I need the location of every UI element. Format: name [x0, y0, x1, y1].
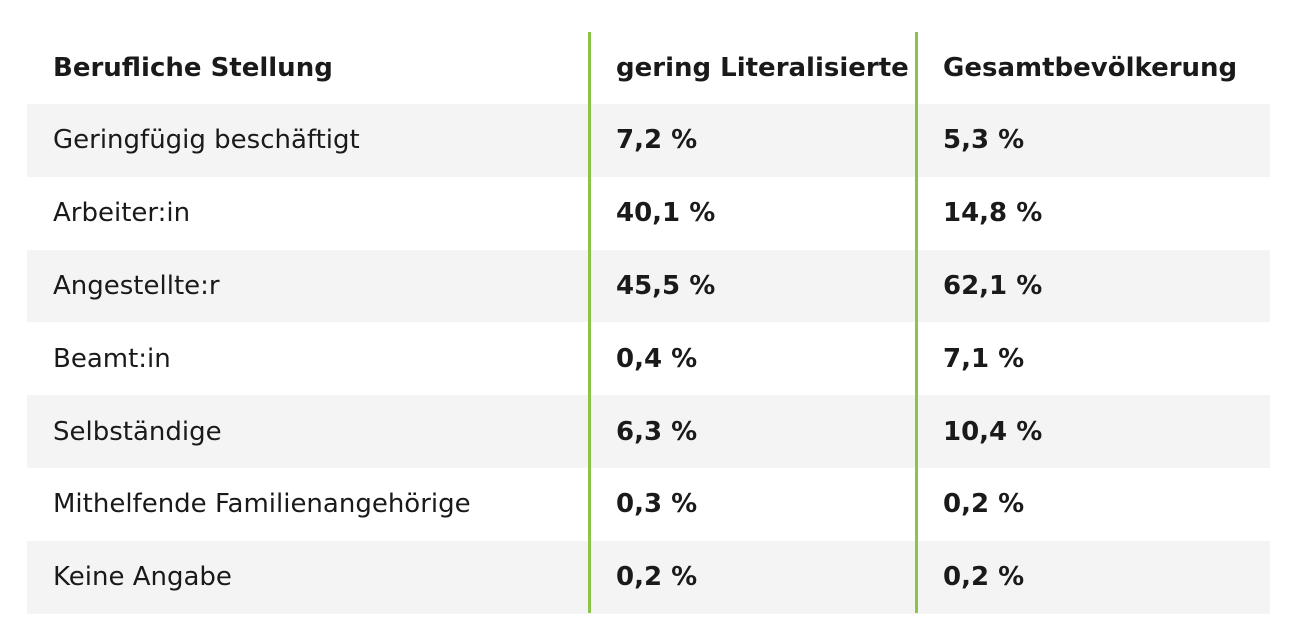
value-gering-literalisierte: 6,3 %	[616, 416, 698, 447]
value-gering-literalisierte: 0,3 %	[616, 489, 698, 520]
column-divider-1	[588, 32, 591, 613]
value-gering-literalisierte: 0,4 %	[616, 343, 698, 374]
value-gering-literalisierte: 40,1 %	[616, 198, 716, 229]
table-row: Selbständige 6,3 % 10,4 %	[27, 395, 1270, 468]
row-label: Geringfügig beschäftigt	[53, 125, 360, 156]
row-label: Mithelfende Familienangehörige	[53, 489, 471, 520]
row-label: Angestellte:r	[53, 270, 220, 301]
table-header-row: Berufliche Stellung gering Literalisiert…	[27, 32, 1270, 104]
value-gesamtbevoelkerung: 62,1 %	[943, 270, 1043, 301]
row-label: Beamt:in	[53, 343, 171, 374]
row-label: Arbeiter:in	[53, 198, 191, 229]
data-table: Berufliche Stellung gering Literalisiert…	[27, 32, 1270, 614]
value-gesamtbevoelkerung: 0,2 %	[943, 489, 1025, 520]
header-gering-literalisierte: gering Literalisierte	[616, 53, 909, 83]
table-row: Keine Angabe 0,2 % 0,2 %	[27, 540, 1270, 614]
value-gesamtbevoelkerung: 5,3 %	[943, 125, 1025, 156]
header-gesamtbevoelkerung: Gesamtbevölkerung	[943, 53, 1238, 83]
row-label: Keine Angabe	[53, 562, 232, 593]
table-row: Angestellte:r 45,5 % 62,1 %	[27, 249, 1270, 323]
value-gesamtbevoelkerung: 0,2 %	[943, 562, 1025, 593]
value-gesamtbevoelkerung: 7,1 %	[943, 343, 1025, 374]
column-divider-2	[915, 32, 918, 613]
value-gering-literalisierte: 45,5 %	[616, 270, 716, 301]
value-gering-literalisierte: 7,2 %	[616, 125, 698, 156]
table-row: Mithelfende Familienangehörige 0,3 % 0,2…	[27, 468, 1270, 541]
table-row: Beamt:in 0,4 % 7,1 %	[27, 322, 1270, 395]
value-gesamtbevoelkerung: 10,4 %	[943, 416, 1043, 447]
value-gering-literalisierte: 0,2 %	[616, 562, 698, 593]
value-gesamtbevoelkerung: 14,8 %	[943, 198, 1043, 229]
table-row: Geringfügig beschäftigt 7,2 % 5,3 %	[27, 104, 1270, 177]
table-row: Arbeiter:in 40,1 % 14,8 %	[27, 177, 1270, 250]
header-berufliche-stellung: Berufliche Stellung	[53, 53, 333, 83]
row-label: Selbständige	[53, 416, 222, 447]
